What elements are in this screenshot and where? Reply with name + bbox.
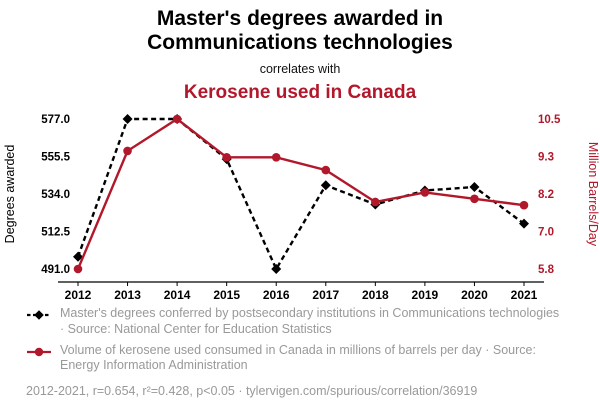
data-point-diamond bbox=[519, 218, 529, 229]
data-point-circle bbox=[371, 197, 380, 207]
legend: Master's degrees conferred by postsecond… bbox=[0, 304, 600, 374]
data-point-circle bbox=[123, 146, 132, 156]
left-tick-label: 512.5 bbox=[41, 227, 70, 239]
data-point-circle bbox=[420, 188, 430, 197]
data-point-diamond bbox=[73, 252, 83, 263]
x-tick-label: 2019 bbox=[412, 288, 439, 302]
x-tick-label: 2018 bbox=[362, 288, 389, 302]
x-tick-label: 2012 bbox=[65, 288, 92, 302]
legend-circle bbox=[34, 347, 44, 356]
data-point-diamond bbox=[271, 264, 282, 275]
left-tick-label: 577.0 bbox=[41, 114, 70, 126]
right-tick-label: 9.3 bbox=[538, 152, 554, 164]
data-point-circle bbox=[519, 201, 529, 210]
left-tick-label: 491.0 bbox=[41, 264, 70, 276]
data-point-circle bbox=[470, 194, 479, 204]
data-point-circle bbox=[321, 166, 331, 175]
dual-axis-line-chart: 2012 2013 2014 2015 2016 2017 2018 2019 2020 2021… bbox=[3, 114, 600, 302]
correlates-with-text: correlates with bbox=[259, 62, 341, 77]
left-tick-label: 555.5 bbox=[41, 152, 70, 164]
right-tick-label: 8.2 bbox=[538, 189, 554, 201]
kerosene-series-marker-icon bbox=[27, 347, 51, 356]
right-tick-label: 7.0 bbox=[538, 227, 554, 239]
data-point-diamond bbox=[122, 114, 133, 125]
x-tick-label: 2014 bbox=[164, 288, 191, 302]
left-axis-title: Degrees awarded bbox=[3, 145, 17, 244]
x-tick-label: 2021 bbox=[511, 288, 538, 302]
data-point-circle bbox=[271, 153, 281, 162]
x-tick-label: 2013 bbox=[114, 288, 141, 302]
right-tick-label: 5.8 bbox=[538, 264, 555, 276]
x-tick-label: 2020 bbox=[461, 288, 488, 302]
series-line-1 bbox=[76, 117, 525, 270]
legend-item-degrees: Master's degrees conferred by postsecond… bbox=[26, 306, 570, 337]
right-tick-label: 10.5 bbox=[538, 114, 561, 126]
data-point-diamond bbox=[469, 182, 480, 193]
data-point-diamond bbox=[320, 180, 331, 191]
x-tick-label: 2015 bbox=[213, 288, 240, 302]
left-tick-label: 534.0 bbox=[41, 189, 70, 201]
legend-label-degrees: Master's degrees conferred by postsecond… bbox=[60, 306, 560, 336]
legend-item-kerosene: Volume of kerosene used consumed in Cana… bbox=[26, 343, 570, 374]
footer-stats: 2012-2021, r=0.654, r²=0.428, p<0.05 · t… bbox=[26, 383, 478, 398]
chart-header: Master's degrees awarded in Communicatio… bbox=[0, 0, 600, 104]
degrees-series-marker-icon bbox=[27, 310, 51, 321]
legend-label-kerosene: Volume of kerosene used consumed in Cana… bbox=[60, 342, 536, 373]
chart-subtitle: Kerosene used in Canada bbox=[183, 82, 417, 104]
series-line-0 bbox=[76, 118, 525, 272]
x-tick-label: 2016 bbox=[263, 288, 290, 302]
right-axis-title: Million Barrels/Day bbox=[586, 142, 600, 247]
x-tick-label: 2017 bbox=[312, 288, 339, 302]
data-point-circle bbox=[73, 264, 83, 274]
chart-title: Master's degrees awarded in Communicatio… bbox=[147, 7, 453, 55]
data-point-circle bbox=[172, 114, 182, 124]
legend-diamond bbox=[34, 310, 44, 321]
data-point-circle bbox=[222, 153, 231, 162]
